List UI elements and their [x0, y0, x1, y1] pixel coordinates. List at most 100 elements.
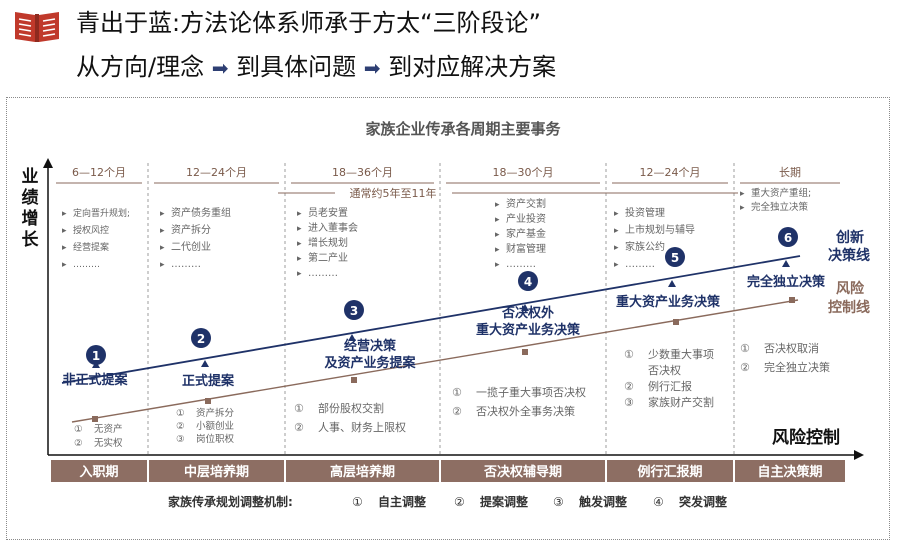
period-item: 资产债务重组 [171, 206, 231, 219]
triangle-marker-icon [782, 260, 790, 267]
risk-item: 家族财产交割 [648, 395, 714, 409]
milestone-label: 重大资产业务决策 [476, 322, 581, 338]
period-item: ……… [308, 268, 338, 279]
square-marker-icon [92, 416, 98, 422]
risk-item: 资产拆分 [196, 407, 235, 419]
milestone-number-badge [86, 345, 106, 365]
stage-label: 高层培养期 [330, 464, 395, 480]
bullet-mark: ▸ [740, 189, 745, 199]
risk-item: 少数重大事项 [648, 347, 714, 361]
risk-item: 无资产 [94, 423, 123, 435]
period-item: 家族公约 [625, 240, 665, 253]
risk-item: 否决权 [648, 364, 681, 377]
risk-item: 部份股权交割 [318, 401, 384, 415]
risk-item-number: ① [74, 424, 83, 435]
milestone-number-badge [665, 247, 685, 267]
period-item: 完全独立决策 [751, 201, 809, 213]
risk-item: 例行汇报 [648, 379, 692, 393]
stage-label: 否决权辅导期 [483, 464, 562, 480]
period-duration: 18—30个月 [493, 166, 554, 179]
mechanism-number: ④ [653, 495, 664, 509]
bullet-mark: ▸ [297, 254, 302, 264]
period-item: ……… [625, 259, 655, 270]
headline-part-2: 到具体问题 [236, 53, 357, 81]
bullet-mark: ▸ [62, 260, 67, 270]
period-item: ……… [506, 259, 536, 270]
risk-item: 一揽子重大事项否决权 [476, 385, 586, 399]
stage-bar [51, 460, 147, 482]
y-axis-label-2: 绩 [22, 187, 39, 208]
bullet-mark: ▸ [160, 209, 165, 219]
period-item: 资产交割 [506, 197, 546, 210]
bullet-mark: ▸ [495, 230, 500, 240]
milestone-number-badge [191, 328, 211, 348]
period-item: 产业投资 [506, 212, 546, 225]
risk-item-number: ② [740, 361, 750, 374]
period-duration: 12—24个月 [640, 166, 701, 179]
milestone-number: 5 [671, 251, 679, 265]
square-marker-icon [789, 297, 795, 303]
innovation-line-label-1: 创新 [835, 229, 864, 246]
innovation-decision-line [61, 255, 801, 384]
square-marker-icon [205, 398, 211, 404]
headline-line-2: 从方向/理念 ➡ 到具体问题 ➡ 到对应解决方案 [76, 47, 556, 82]
triangle-marker-icon [92, 361, 100, 368]
milestone-number: 1 [92, 349, 100, 363]
period-item: ……… [171, 259, 201, 270]
bullet-mark: ▸ [160, 243, 165, 253]
period-item: 资产拆分 [171, 223, 211, 236]
milestone-label: 完全独立决策 [747, 274, 826, 290]
stage-bar [441, 460, 605, 482]
risk-item: 人事、财务上限权 [318, 420, 406, 434]
headline-part-3: 到对应解决方案 [388, 53, 557, 81]
bullet-mark: ▸ [297, 269, 302, 279]
mechanism-item: 触发调整 [579, 494, 627, 509]
risk-item: 无实权 [94, 437, 123, 449]
span-note: 通常约5年至11年 [350, 186, 437, 200]
period-duration: 6—12个月 [72, 166, 126, 179]
risk-line-label-1: 风险 [836, 280, 865, 297]
mechanism-item: 提案调整 [480, 494, 528, 509]
stage-label: 自主决策期 [757, 464, 822, 480]
milestone-number: 2 [197, 332, 205, 346]
red-book-icon [15, 12, 59, 42]
period-duration: 12—24个月 [186, 166, 247, 179]
bullet-mark: ▸ [297, 239, 302, 249]
risk-item-number: ① [740, 342, 750, 355]
mechanism-number: ② [454, 495, 465, 509]
period-item: 重大资产重组; [751, 187, 811, 199]
y-axis-label-4: 长 [22, 229, 40, 250]
bullet-mark: ▸ [297, 224, 302, 234]
bullet-mark: ▸ [614, 243, 619, 253]
risk-item-number: ② [452, 405, 462, 418]
risk-item-number: ③ [176, 434, 185, 445]
milestone-number-badge [778, 227, 798, 247]
bullet-mark: ▸ [160, 226, 165, 236]
bullet-mark: ▸ [495, 260, 500, 270]
milestone-number-badge [344, 300, 364, 320]
risk-item-number: ② [74, 438, 83, 449]
bullet-mark: ▸ [614, 260, 619, 270]
period-item: 二代创业 [171, 240, 211, 253]
period-item: 上市规划与辅导 [625, 223, 695, 236]
square-marker-icon [673, 319, 679, 325]
bullet-mark: ▸ [62, 209, 67, 219]
headline-line-1: 青出于蓝:方法论体系师承于方太“三阶段论” [76, 9, 541, 37]
milestone-label: 重大资产业务决策 [616, 294, 721, 310]
innovation-line-label-2: 决策线 [828, 247, 870, 264]
stage-bar [735, 460, 845, 482]
bullet-mark: ▸ [614, 226, 619, 236]
arrow-right-icon: ➡ [363, 56, 381, 80]
period-duration: 长期 [779, 166, 801, 179]
period-item: 投资管理 [625, 206, 665, 219]
period-item: 员老安置 [308, 206, 348, 219]
triangle-marker-icon [201, 360, 209, 367]
bullet-mark: ▸ [495, 245, 500, 255]
square-marker-icon [351, 377, 357, 383]
period-item: ……… [73, 260, 100, 270]
period-item: 经营提案 [73, 241, 109, 253]
bullet-mark: ▸ [740, 203, 745, 213]
risk-item-number: ① [294, 402, 304, 415]
headline-part-1: 从方向/理念 [76, 53, 205, 81]
